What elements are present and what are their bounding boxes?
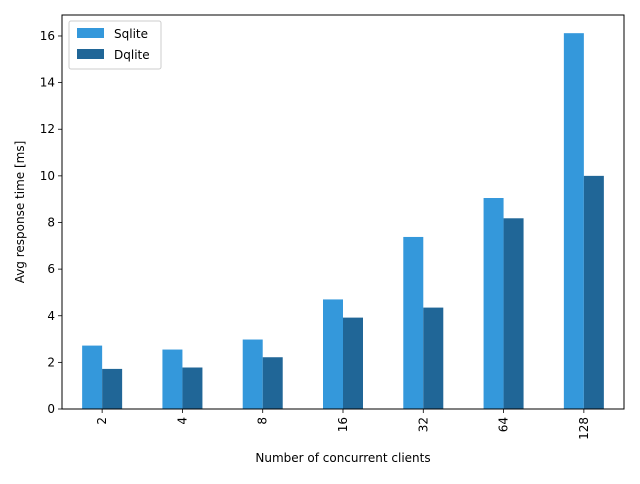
bar-sqlite-8 <box>242 339 263 409</box>
x-tick-label-8: 8 <box>256 417 270 425</box>
x-tick-label-32: 32 <box>416 417 430 432</box>
legend: Sqlite Dqlite <box>68 20 162 70</box>
plot-frame <box>61 14 625 410</box>
y-tick-label-2: 2 <box>47 355 55 369</box>
y-tick-label-4: 4 <box>47 309 55 323</box>
bar-sqlite-16 <box>323 299 343 409</box>
x-axis-label: Number of concurrent clients <box>255 451 430 465</box>
bar-dqlite-128 <box>583 175 604 409</box>
y-tick-label-6: 6 <box>47 262 55 276</box>
y-tick-label-12: 12 <box>40 122 55 136</box>
x-tick-label-4: 4 <box>175 417 189 425</box>
bar-sqlite-32 <box>403 236 424 409</box>
y-tick-label-16: 16 <box>40 29 55 43</box>
y-tick-label-8: 8 <box>47 215 55 229</box>
x-tick-label-16: 16 <box>336 417 350 432</box>
bar-sqlite-128 <box>563 33 584 410</box>
x-axis-ticks: 2 4 8 16 32 64 128 <box>95 409 591 440</box>
x-tick-label-64: 64 <box>497 417 511 432</box>
bar-sqlite-64 <box>483 198 504 409</box>
x-tick-label-2: 2 <box>95 417 109 425</box>
bar-dqlite-16 <box>343 317 363 409</box>
bar-dqlite-64 <box>503 218 524 409</box>
bars-layer <box>82 33 604 410</box>
bar-dqlite-2 <box>102 368 123 409</box>
y-axis-label: Avg response time [ms] <box>13 141 27 284</box>
y-tick-label-0: 0 <box>47 402 55 416</box>
legend-label-dqlite: Dqlite <box>114 48 150 62</box>
legend-label-sqlite: Sqlite <box>114 27 148 41</box>
bar-sqlite-2 <box>82 345 103 409</box>
bar-dqlite-8 <box>262 357 283 409</box>
legend-swatch-dqlite <box>77 49 104 59</box>
x-tick-label-128: 128 <box>577 417 591 440</box>
y-axis-ticks: 0 2 4 6 8 10 12 14 16 <box>40 29 62 416</box>
y-tick-label-14: 14 <box>40 76 55 90</box>
y-tick-label-10: 10 <box>40 169 55 183</box>
legend-swatch-sqlite <box>77 28 104 38</box>
bar-dqlite-32 <box>423 307 444 409</box>
bar-sqlite-4 <box>162 349 183 409</box>
bar-dqlite-4 <box>182 367 203 409</box>
